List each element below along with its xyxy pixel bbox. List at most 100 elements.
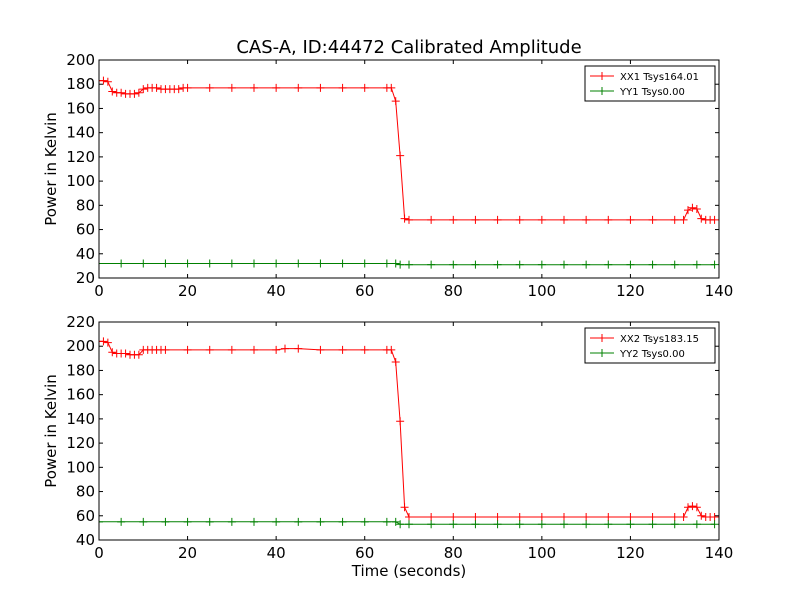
data-point-marker	[648, 260, 657, 269]
data-point-marker	[316, 345, 325, 354]
data-point-marker	[710, 512, 719, 521]
data-point-marker	[537, 520, 546, 529]
y-tick-label: 160	[66, 386, 95, 404]
legend-swatch-marker	[598, 349, 606, 357]
data-point-marker	[626, 520, 635, 529]
data-point-marker	[515, 260, 524, 269]
data-point-marker	[582, 512, 591, 521]
data-point-marker	[515, 215, 524, 224]
data-point-marker	[272, 517, 281, 526]
data-point-marker	[227, 83, 236, 92]
data-point-marker	[360, 345, 369, 354]
plot-area	[99, 337, 719, 529]
x-tick-label: 100	[528, 282, 557, 300]
data-point-marker	[396, 520, 405, 529]
data-point-marker	[537, 260, 546, 269]
x-tick-label: 60	[355, 544, 374, 562]
data-point-marker	[493, 520, 502, 529]
y-tick-label: 180	[66, 361, 95, 379]
data-point-marker	[493, 260, 502, 269]
data-point-marker	[400, 214, 409, 223]
data-point-marker	[427, 512, 436, 521]
data-point-marker	[493, 215, 502, 224]
data-point-marker	[405, 260, 413, 269]
data-point-marker	[161, 259, 170, 268]
data-point-marker	[183, 83, 192, 92]
data-point-marker	[688, 203, 697, 212]
data-point-marker	[391, 357, 400, 366]
y-tick-label: 140	[66, 124, 95, 142]
data-point-marker	[449, 215, 458, 224]
y-tick-label: 60	[76, 507, 95, 525]
data-point-marker	[537, 512, 546, 521]
x-tick-label: 20	[178, 544, 197, 562]
x-tick-label: 0	[94, 282, 104, 300]
data-point-marker	[537, 215, 546, 224]
data-point-marker	[281, 344, 289, 353]
legend-label: XX1 Tsys164.01	[620, 72, 699, 83]
axes-frame	[98, 59, 720, 279]
data-point-marker	[121, 349, 130, 358]
data-point-marker	[396, 260, 405, 269]
data-point-marker	[692, 260, 701, 269]
data-point-marker	[604, 215, 613, 224]
data-point-marker	[250, 345, 258, 354]
data-point-marker	[560, 512, 568, 521]
legend-swatch-marker	[598, 72, 606, 80]
data-point-marker	[117, 517, 126, 526]
data-point-marker	[604, 520, 613, 529]
data-point-marker	[449, 260, 458, 269]
data-point-marker	[449, 520, 458, 529]
data-point-marker	[382, 259, 391, 268]
data-point-marker	[387, 345, 396, 354]
y-tick-label: 60	[76, 221, 95, 239]
data-point-marker	[294, 344, 303, 353]
y-tick-label: 120	[66, 434, 95, 452]
data-point-marker	[692, 520, 701, 529]
data-point-marker	[360, 259, 369, 268]
data-point-marker	[338, 83, 347, 92]
y-tick-label: 80	[76, 196, 95, 214]
x-tick-label: 140	[705, 544, 734, 562]
data-point-marker	[205, 83, 214, 92]
data-point-marker	[648, 512, 657, 521]
data-point-marker	[515, 520, 524, 529]
data-point-marker	[560, 215, 568, 224]
data-point-marker	[471, 520, 480, 529]
data-point-marker	[272, 345, 281, 354]
data-point-marker	[679, 512, 688, 521]
data-point-marker	[139, 517, 148, 526]
data-point-marker	[161, 517, 170, 526]
data-point-marker	[391, 259, 400, 268]
data-point-marker	[405, 215, 413, 224]
data-point-marker	[688, 502, 697, 511]
data-point-marker	[626, 512, 635, 521]
data-point-marker	[227, 259, 236, 268]
data-point-marker	[294, 83, 303, 92]
y-tick-label: 220	[66, 313, 95, 331]
data-point-marker	[697, 214, 706, 223]
data-point-marker	[626, 215, 635, 224]
data-point-marker	[108, 87, 117, 96]
data-point-marker	[338, 517, 347, 526]
data-point-marker	[99, 76, 108, 85]
data-point-marker	[670, 520, 679, 529]
data-point-marker	[174, 85, 183, 94]
data-point-marker	[152, 83, 161, 92]
legend: XX2 Tsys183.15 YY2 Tsys0.00	[584, 327, 716, 364]
data-point-marker	[103, 338, 112, 347]
data-point-marker	[560, 260, 568, 269]
data-point-marker	[405, 520, 413, 529]
axes-frame	[98, 321, 720, 541]
data-point-marker	[360, 83, 369, 92]
data-point-marker	[427, 520, 436, 529]
data-point-marker	[250, 259, 258, 268]
data-point-marker	[205, 517, 214, 526]
legend-label: YY2 Tsys0.00	[619, 349, 685, 360]
data-point-marker	[471, 260, 480, 269]
data-point-marker	[471, 512, 480, 521]
data-point-marker	[117, 259, 126, 268]
data-point-marker	[99, 517, 103, 526]
data-point-marker	[560, 520, 568, 529]
